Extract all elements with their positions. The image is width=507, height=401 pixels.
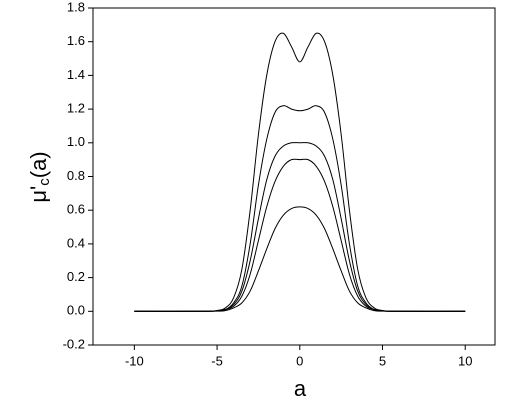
x-tick-label: -5 [211,353,223,368]
y-tick-label: 1.4 [67,67,85,82]
data-line [134,158,466,312]
y-tick-label: 1.8 [67,0,85,14]
x-tick-label: 0 [296,353,303,368]
y-tick-label: 0.8 [67,168,85,183]
data-line [134,206,466,312]
x-axis-title: a [294,376,307,401]
y-tick-label: 0.4 [67,235,85,250]
y-tick-label: 0.6 [67,202,85,217]
plot-frame [92,7,496,346]
y-tick-label: -0.2 [63,336,85,351]
x-tick-label: 5 [379,353,386,368]
x-tick-label: 10 [458,353,472,368]
y-tick-label: 1.6 [67,33,85,48]
data-line [134,105,466,312]
x-tick-label: -10 [125,353,144,368]
y-tick-label: 1.0 [67,134,85,149]
y-axis-title-subscript: c [36,178,53,186]
data-line [134,32,466,312]
y-axis-title-symbol: μ' [26,186,51,203]
y-tick-label: 0.0 [67,303,85,318]
y-tick-label: 1.2 [67,101,85,116]
y-axis-title-argument: (a) [26,151,51,178]
y-axis-title: μ'c(a) [26,151,53,202]
data-line [134,142,466,312]
y-tick-label: 0.2 [67,269,85,284]
